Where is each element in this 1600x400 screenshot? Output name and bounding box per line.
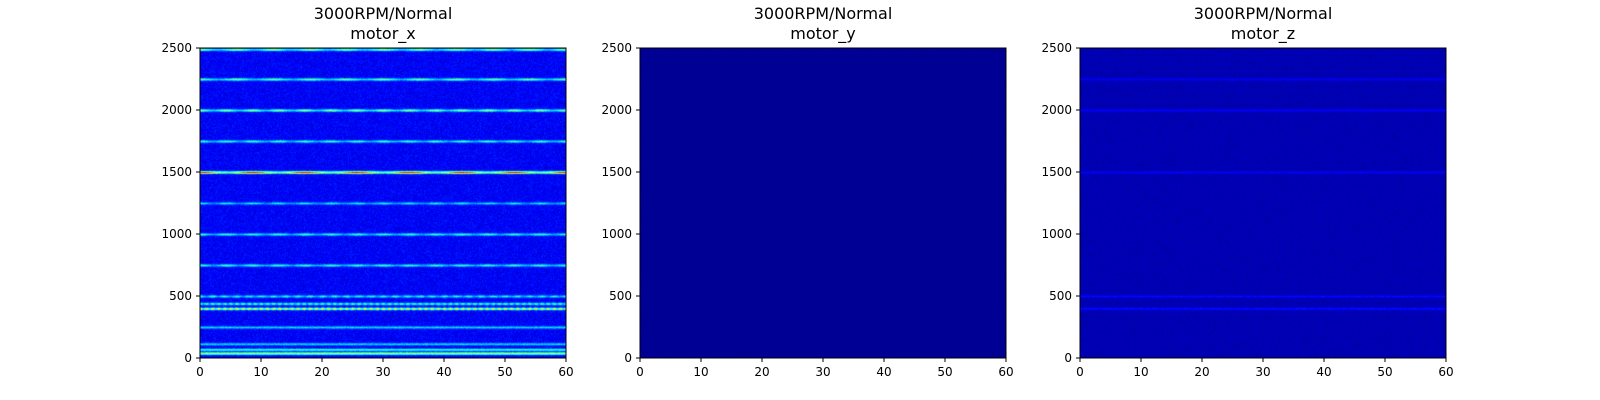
y-tick-label: 2500	[161, 41, 192, 55]
x-tick-label: 40	[1316, 365, 1331, 379]
chart-subtitle: motor_z	[1231, 24, 1295, 44]
x-tick-label: 0	[636, 365, 644, 379]
x-tick-label: 10	[1133, 365, 1148, 379]
spectrogram-image	[640, 48, 1006, 358]
x-tick-label: 20	[1194, 365, 1209, 379]
x-tick-label: 50	[497, 365, 512, 379]
chart-subtitle: motor_y	[790, 24, 855, 44]
x-tick-label: 0	[196, 365, 204, 379]
x-tick-label: 30	[1255, 365, 1270, 379]
y-tick-label: 1000	[601, 227, 632, 241]
x-tick-label: 20	[314, 365, 329, 379]
y-tick-label: 0	[1064, 351, 1072, 365]
y-tick-label: 0	[184, 351, 192, 365]
x-tick-label: 40	[876, 365, 891, 379]
y-tick-label: 2000	[1041, 103, 1072, 117]
y-tick-label: 500	[1049, 289, 1072, 303]
x-tick-label: 20	[754, 365, 769, 379]
spectrogram-panel-motor_x: 0 10 20 30 40 50 60 0 500 1000 1500 2000 2500 3000RPM…	[161, 4, 573, 379]
chart-subtitle: motor_x	[350, 24, 415, 44]
y-tick-label: 1000	[1041, 227, 1072, 241]
x-tick-label: 30	[375, 365, 390, 379]
y-tick-label: 2500	[1041, 41, 1072, 55]
chart-title: 3000RPM/Normal	[1194, 4, 1333, 23]
chart-title: 3000RPM/Normal	[314, 4, 453, 23]
chart-title: 3000RPM/Normal	[754, 4, 893, 23]
x-tick-label: 10	[693, 365, 708, 379]
spectrogram-panel-motor_y: 0 10 20 30 40 50 60 0 500 1000 1500 2000 2500 3000RPM…	[601, 4, 1013, 379]
y-tick-label: 0	[624, 351, 632, 365]
x-tick-label: 60	[998, 365, 1013, 379]
spectrogram-image	[200, 48, 566, 358]
y-tick-label: 1500	[161, 165, 192, 179]
y-tick-label: 1500	[1041, 165, 1072, 179]
x-tick-label: 30	[815, 365, 830, 379]
spectrogram-panel-motor_z: 0 10 20 30 40 50 60 0 500 1000 1500 2000 2500 3000RPM…	[1041, 4, 1453, 379]
x-tick-label: 60	[558, 365, 573, 379]
x-tick-label: 50	[937, 365, 952, 379]
y-tick-label: 500	[169, 289, 192, 303]
x-tick-label: 10	[253, 365, 268, 379]
y-tick-label: 2500	[601, 41, 632, 55]
y-tick-label: 1000	[161, 227, 192, 241]
spectrogram-image	[1080, 48, 1446, 358]
x-tick-label: 60	[1438, 365, 1453, 379]
x-tick-label: 0	[1076, 365, 1084, 379]
y-tick-label: 2000	[161, 103, 192, 117]
y-tick-label: 1500	[601, 165, 632, 179]
y-tick-label: 500	[609, 289, 632, 303]
x-tick-label: 40	[436, 365, 451, 379]
x-tick-label: 50	[1377, 365, 1392, 379]
y-tick-label: 2000	[601, 103, 632, 117]
